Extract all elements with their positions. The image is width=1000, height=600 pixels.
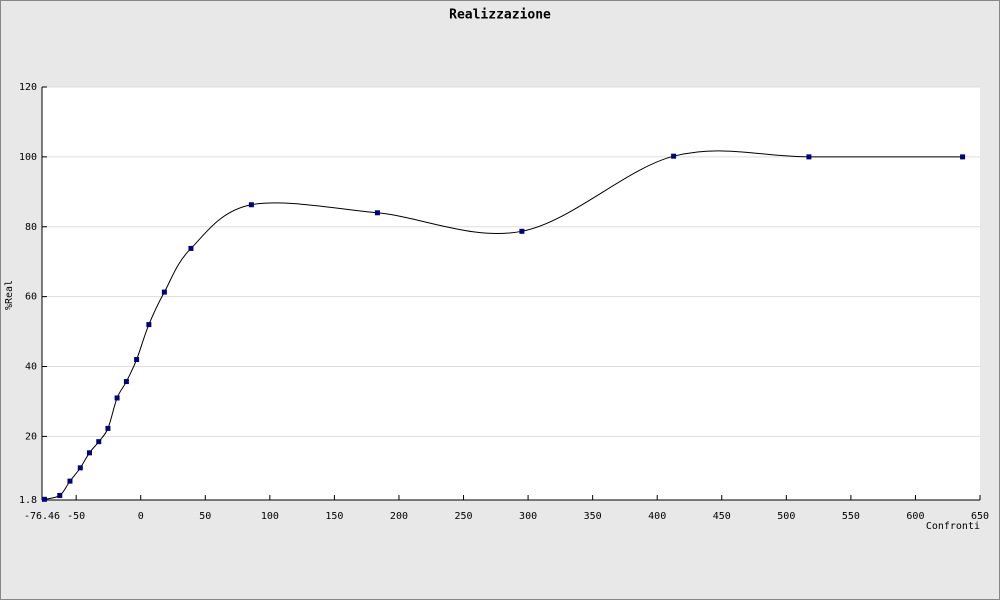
y-tick-label: 60 bbox=[25, 292, 37, 303]
point-marker bbox=[248, 202, 254, 208]
point-marker bbox=[57, 492, 63, 498]
point-marker bbox=[134, 357, 140, 363]
x-tick-label: 50 bbox=[199, 511, 211, 522]
x-tick-label: 400 bbox=[648, 511, 666, 522]
point-marker bbox=[96, 439, 102, 445]
x-tick-label: -50 bbox=[67, 511, 85, 522]
point-marker bbox=[519, 228, 525, 234]
y-tick-label: 80 bbox=[25, 222, 37, 233]
point-marker bbox=[146, 322, 152, 328]
point-marker bbox=[806, 154, 812, 160]
x-tick-label: 150 bbox=[325, 511, 343, 522]
y-tick-label: 40 bbox=[25, 362, 37, 373]
chart-title: Realizzazione bbox=[449, 8, 551, 23]
x-tick-label: 450 bbox=[713, 511, 731, 522]
x-tick-label: 0 bbox=[138, 511, 144, 522]
x-tick-label: 100 bbox=[261, 511, 279, 522]
y-axis-label: %Real bbox=[4, 280, 15, 310]
x-axis-label: Confronti bbox=[926, 521, 980, 532]
y-tick-label: 1.8 bbox=[19, 495, 37, 506]
x-tick-label: 550 bbox=[842, 511, 860, 522]
point-marker bbox=[86, 450, 92, 456]
series-line bbox=[44, 150, 963, 500]
point-marker bbox=[123, 379, 129, 385]
point-marker bbox=[374, 210, 380, 216]
y-tick-label: 20 bbox=[25, 431, 37, 442]
point-marker bbox=[960, 154, 966, 160]
point-marker bbox=[671, 153, 677, 159]
point-marker bbox=[114, 395, 120, 401]
x-tick-label: -76.46 bbox=[24, 511, 60, 522]
point-marker bbox=[188, 245, 194, 251]
point-marker bbox=[67, 478, 73, 484]
x-tick-label: 250 bbox=[454, 511, 472, 522]
point-marker bbox=[77, 465, 83, 471]
x-tick-label: 350 bbox=[584, 511, 602, 522]
point-marker bbox=[105, 425, 111, 431]
x-tick-label: 650 bbox=[971, 511, 989, 522]
point-marker bbox=[161, 289, 167, 295]
plot-area bbox=[42, 87, 980, 500]
x-tick-label: 500 bbox=[777, 511, 795, 522]
point-marker bbox=[41, 496, 47, 502]
y-tick-label: 100 bbox=[19, 152, 37, 163]
y-tick-label: 120 bbox=[19, 82, 37, 93]
x-tick-label: 600 bbox=[906, 511, 924, 522]
x-tick-label: 300 bbox=[519, 511, 537, 522]
x-tick-label: 200 bbox=[390, 511, 408, 522]
